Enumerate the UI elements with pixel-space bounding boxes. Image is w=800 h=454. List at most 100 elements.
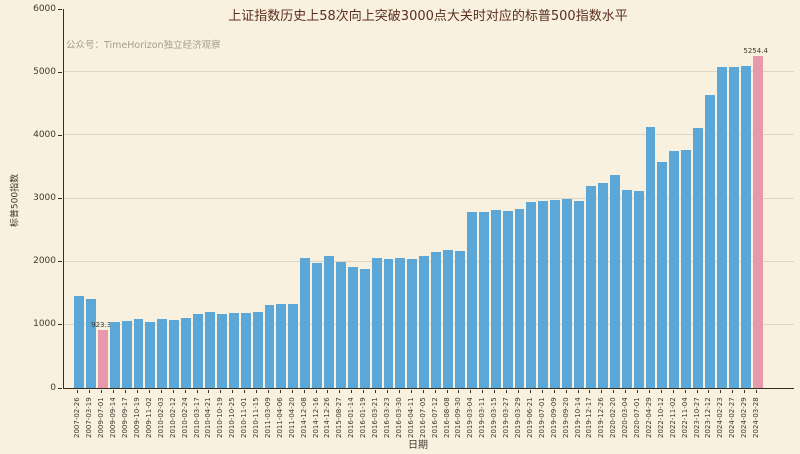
x-tick	[156, 390, 166, 393]
x-tick	[109, 390, 119, 393]
bar-2019-10-14	[574, 200, 584, 388]
y-tick	[58, 134, 62, 136]
x-tick-label: 2019-09-09	[549, 397, 558, 438]
x-tick-label-cell: 2024-02-27	[728, 394, 738, 438]
bar-2009-11-02	[145, 322, 156, 388]
x-tick-labels: 2007-02-26 2007-03-19 2009-07-01 2009-09-14…	[73, 394, 762, 438]
x-tick-label-cell: 2014-12-26	[323, 394, 333, 438]
bar-2011-04-06	[276, 303, 287, 388]
x-tick-label: 2016-04-11	[406, 397, 415, 438]
x-tick	[478, 390, 488, 393]
x-tick	[514, 390, 524, 393]
x-tick-label-cell: 2016-09-30	[454, 394, 464, 438]
x-tick-label: 2007-03-19	[85, 397, 94, 438]
x-tick-label: 2024-03-28	[752, 397, 761, 438]
x-tick-label-cell: 2016-07-05	[418, 394, 428, 438]
x-tick-label: 2024-02-23	[716, 397, 725, 438]
x-tick-label: 2014-12-16	[311, 397, 320, 438]
x-tick-label-cell: 2015-08-27	[335, 394, 345, 438]
x-tick-label-cell: 2007-02-26	[73, 394, 83, 438]
x-tick	[144, 390, 154, 393]
x-tick	[216, 390, 226, 393]
y-tick-label: 5000	[33, 66, 56, 77]
bar-2016-03-21	[371, 258, 382, 388]
y-tick	[58, 8, 62, 10]
x-tick-label-cell: 2014-12-16	[311, 394, 321, 438]
bar-2007-02-26	[74, 296, 84, 388]
x-tick-label: 2023-12-12	[704, 397, 713, 438]
bar-2024-03-28: 5254.4	[743, 48, 768, 388]
bar-2016-01-14	[347, 266, 358, 388]
x-tick	[752, 390, 762, 393]
x-tick	[73, 390, 83, 393]
bar-2019-03-29	[514, 208, 525, 388]
bar-2016-04-11	[407, 259, 418, 388]
x-tick-label: 2011-03-09	[263, 397, 272, 438]
bar-2019-09-20	[562, 199, 573, 388]
x-tick-label: 2010-02-03	[156, 397, 165, 438]
x-tick-label-cell: 2024-02-29	[740, 394, 750, 438]
x-tick-label: 2019-03-29	[513, 397, 522, 438]
x-tick-label: 2016-03-30	[394, 397, 403, 438]
bar-2016-03-23	[383, 259, 394, 388]
bar-2020-02-20	[609, 174, 620, 388]
x-tick	[609, 390, 619, 393]
bar-2010-04-21	[204, 311, 215, 388]
x-tick	[359, 390, 369, 393]
bar-value-annotation: 5254.4	[743, 47, 768, 56]
x-tick-label-cell: 2019-07-01	[537, 394, 547, 438]
x-tick	[85, 390, 95, 393]
x-tick	[561, 390, 571, 393]
bar-2010-11-01	[240, 313, 251, 388]
x-tick-marks	[73, 390, 762, 393]
bar-2019-09-09	[550, 199, 561, 388]
x-tick-label: 2010-02-12	[168, 397, 177, 438]
x-tick-label-cell: 2022-11-04	[680, 394, 690, 438]
x-tick	[656, 390, 666, 393]
bar-2014-12-26	[324, 256, 334, 388]
bars-container: 923.3 5254.4	[74, 9, 768, 388]
x-tick-label: 2020-02-20	[609, 397, 618, 438]
bar-2014-12-16	[312, 263, 323, 388]
bar-2022-10-12	[657, 162, 668, 388]
bar-value-annotation: 923.3	[91, 320, 112, 329]
x-tick-label: 2009-09-17	[121, 397, 130, 438]
x-tick	[252, 390, 262, 393]
x-tick-label-cell: 2016-03-21	[371, 394, 381, 438]
x-tick	[585, 390, 595, 393]
x-tick	[383, 390, 393, 393]
x-tick	[168, 390, 178, 393]
x-tick-label: 2009-07-01	[97, 397, 106, 438]
x-tick-label: 2024-02-27	[728, 397, 737, 438]
y-tick	[58, 261, 62, 263]
bar-2015-08-27	[335, 262, 346, 388]
plot-area: 923.3 5254.4	[63, 9, 794, 389]
bar-2014-12-08	[300, 257, 311, 388]
x-tick-label: 2019-03-15	[490, 397, 499, 438]
bar-2016-07-12	[431, 252, 442, 388]
x-tick-label-cell: 2010-10-19	[216, 394, 226, 438]
x-tick-label-cell: 2024-03-28	[752, 394, 762, 438]
x-tick-label-cell: 2014-12-08	[299, 394, 309, 438]
x-tick	[442, 390, 452, 393]
bar-2010-02-03	[157, 318, 168, 388]
x-tick-label: 2019-12-26	[597, 397, 606, 438]
x-tick-label: 2022-10-12	[656, 397, 665, 438]
x-tick-label: 2010-10-19	[216, 397, 225, 438]
bar-2023-10-27	[693, 127, 704, 388]
x-tick-label: 2022-04-29	[644, 397, 653, 438]
y-tick	[58, 71, 62, 73]
bar-2022-11-04	[681, 149, 692, 388]
bar-2016-03-30	[395, 257, 406, 388]
x-tick-label: 2010-02-24	[180, 397, 189, 438]
y-tick	[58, 387, 62, 389]
x-tick	[645, 390, 655, 393]
x-tick-label-cell: 2010-03-17	[192, 394, 202, 438]
x-tick	[121, 390, 131, 393]
bar-2010-10-25	[228, 313, 239, 388]
x-tick	[192, 390, 202, 393]
x-tick-label: 2009-09-14	[109, 397, 118, 438]
x-tick-label: 2019-09-20	[561, 397, 570, 438]
x-tick-label-cell: 2019-09-20	[561, 394, 571, 438]
